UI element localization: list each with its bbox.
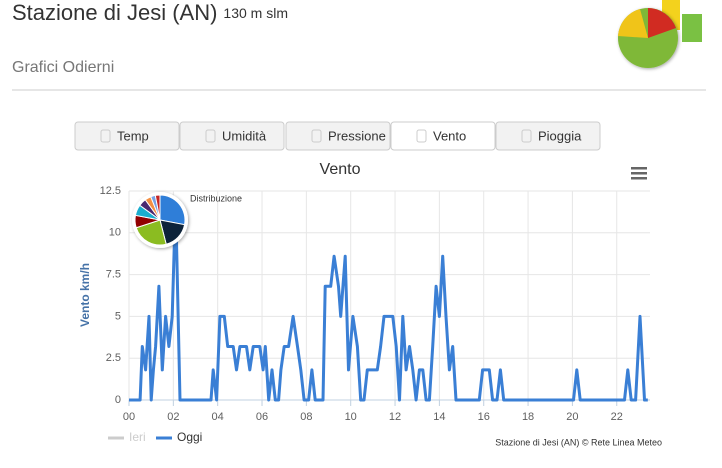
pie-slice xyxy=(159,194,186,226)
tab-icon xyxy=(100,129,111,143)
tab[interactable]: Pioggia xyxy=(495,121,601,151)
x-tick-label: 02 xyxy=(167,411,179,423)
x-tick-label: 22 xyxy=(611,411,623,423)
pie-slice xyxy=(135,219,167,246)
y-tick-label: 7.5 xyxy=(106,269,121,281)
y-tick-label: 10 xyxy=(109,227,121,239)
tab-background xyxy=(390,121,496,151)
tab-icon xyxy=(311,129,322,143)
tab-background xyxy=(495,121,601,151)
y-axis-label: Vento km/h xyxy=(78,263,92,327)
menu-button[interactable] xyxy=(630,164,648,182)
credits: Stazione di Jesi (AN) © Rete Linea Meteo xyxy=(495,437,662,447)
x-tick-label: 20 xyxy=(566,411,578,423)
y-tick-label: 12.5 xyxy=(100,185,121,197)
tab[interactable]: Vento xyxy=(390,121,496,151)
x-tick-label: 12 xyxy=(389,411,401,423)
title: Stazione di Jesi (AN) xyxy=(12,0,217,25)
tab-background xyxy=(179,121,285,151)
x-tick-label: 10 xyxy=(345,411,357,423)
tab[interactable]: Umidità xyxy=(179,121,285,151)
series-line xyxy=(129,199,648,402)
tab-icon xyxy=(205,129,216,143)
x-tick-label: 06 xyxy=(256,411,268,423)
pie-title: Distribuzione xyxy=(190,193,242,203)
tab-label: Temp xyxy=(117,128,149,143)
charts-icon xyxy=(618,0,702,68)
tab-icon xyxy=(521,129,532,143)
tab-label: Pressione xyxy=(328,128,386,143)
pie-slice xyxy=(154,194,161,221)
chart-title: Vento xyxy=(320,161,361,178)
subtitle: Grafici Odierni xyxy=(12,59,114,76)
y-tick-label: 2.5 xyxy=(106,352,121,364)
tab-background xyxy=(74,121,180,151)
tab[interactable]: Temp xyxy=(74,121,180,151)
x-tick-label: 00 xyxy=(123,411,135,423)
plot: Vento Vento km/h 0 2.5 5 7.5 10 12.5 00 02 04 06 08 1… xyxy=(78,161,662,447)
x-tick-label: 04 xyxy=(212,411,224,423)
legend-label: Ieri xyxy=(129,430,146,444)
x-tick-label: 16 xyxy=(478,411,490,423)
tabs: Temp Umidità Pressione Vento Pioggia xyxy=(74,121,601,151)
x-tick-label: 08 xyxy=(300,411,312,423)
y-tick-label: 0 xyxy=(115,394,121,406)
tab[interactable]: Pressione xyxy=(285,121,391,151)
tab-label: Umidità xyxy=(222,128,267,143)
station-title: Stazione di Jesi (AN) 130 m slm xyxy=(12,0,288,25)
legend-label: Oggi xyxy=(177,430,202,444)
y-tick-label: 5 xyxy=(115,310,121,322)
tab-label: Vento xyxy=(433,128,466,143)
x-tick-label: 14 xyxy=(433,411,445,423)
elevation: 130 m slm xyxy=(223,5,288,21)
tab-background xyxy=(285,121,391,151)
x-tick-label: 18 xyxy=(522,411,534,423)
tab-label: Pioggia xyxy=(538,128,582,143)
tab-icon xyxy=(416,129,427,143)
